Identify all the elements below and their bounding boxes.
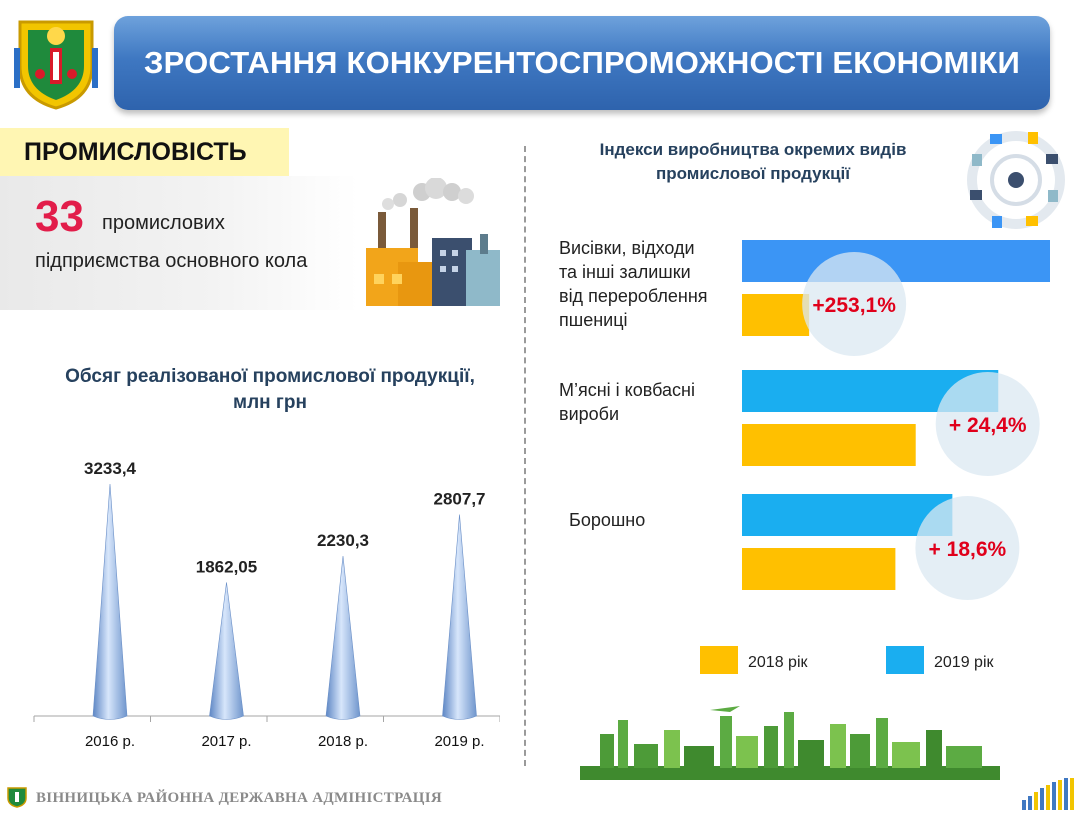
page-title: ЗРОСТАННЯ КОНКУРЕНТОСПРОМОЖНОСТІ ЕКОНОМІ… xyxy=(144,45,1020,80)
bar-2018 xyxy=(742,548,896,590)
section-label-industry: ПРОМИСЛОВІСТЬ xyxy=(0,128,289,176)
cone-value-label: 3233,4 xyxy=(84,459,137,478)
factory-icon xyxy=(366,178,500,306)
growth-circle xyxy=(915,496,1020,600)
cone-bar xyxy=(325,555,361,720)
growth-percent-label: + 18,6% xyxy=(929,538,1007,561)
bar-category-label: вироби xyxy=(559,404,619,424)
bar-category-label: пшениці xyxy=(559,310,628,330)
header-banner: ЗРОСТАННЯ КОНКУРЕНТОСПРОМОЖНОСТІ ЕКОНОМІ… xyxy=(114,16,1050,110)
cone-value-label: 1862,05 xyxy=(196,557,257,576)
enterprise-text-2: підприємства основного кола xyxy=(35,250,308,272)
industry-gears-icon xyxy=(967,131,1065,229)
cone-category-label: 2017 р. xyxy=(201,733,251,750)
bar-2018 xyxy=(742,294,810,336)
cone-bar xyxy=(92,483,128,720)
cone-chart-title: Обсяг реалізованої промислової продукції… xyxy=(65,366,475,413)
bar-2018 xyxy=(742,424,916,466)
cone-category-label: 2018 р. xyxy=(318,733,368,750)
enterprise-text-1: промислових xyxy=(102,212,225,234)
corner-stripes-icon xyxy=(1022,778,1074,810)
legend-label-2018: 2018 рік xyxy=(748,654,808,671)
bar-category-label: та інші залишки xyxy=(559,262,691,282)
legend-swatch-2019 xyxy=(886,646,924,674)
bar-chart-title: Індекси виробництва окремих видів промис… xyxy=(599,140,907,183)
footer-organization: ВІННИЦЬКА РАЙОННА ДЕРЖАВНА АДМІНІСТРАЦІЯ xyxy=(36,790,442,806)
bar-category-label: від перероблення xyxy=(559,286,708,306)
bar-2019 xyxy=(742,494,953,536)
cone-value-label: 2807,7 xyxy=(434,490,486,509)
cone-chart: 3233,4 2016 р. 1862,05 2017 р. 2230,3 2018 р.… xyxy=(33,459,500,750)
bar-category-label: М’ясні і ковбасні xyxy=(559,380,695,400)
city-skyline-icon xyxy=(580,706,1000,780)
section-divider xyxy=(524,146,526,766)
growth-percent-label: + 24,4% xyxy=(949,414,1027,437)
growth-percent-label: +253,1% xyxy=(812,294,896,317)
growth-circle xyxy=(935,372,1040,476)
enterprise-count: 33 xyxy=(35,192,84,241)
enterprise-stat: 33 промислових підприємства основного ко… xyxy=(0,176,358,310)
cone-bar xyxy=(442,514,477,720)
cone-category-label: 2019 р. xyxy=(434,733,484,750)
legend-swatch-2018 xyxy=(700,646,738,674)
cone-value-label: 2230,3 xyxy=(317,531,369,550)
bar-category-label: Борошно xyxy=(569,510,645,530)
legend-label-2019: 2019 рік xyxy=(934,654,994,671)
cone-bar xyxy=(209,582,244,720)
bar-chart: Висівки, відходи та інші залишки від перер… xyxy=(559,238,1050,674)
growth-circle xyxy=(802,252,907,356)
footer-crest-icon xyxy=(7,787,27,808)
coat-of-arms-icon xyxy=(14,20,98,110)
cone-category-label: 2016 р. xyxy=(85,733,135,750)
bar-category-label: Висівки, відходи xyxy=(559,238,695,258)
